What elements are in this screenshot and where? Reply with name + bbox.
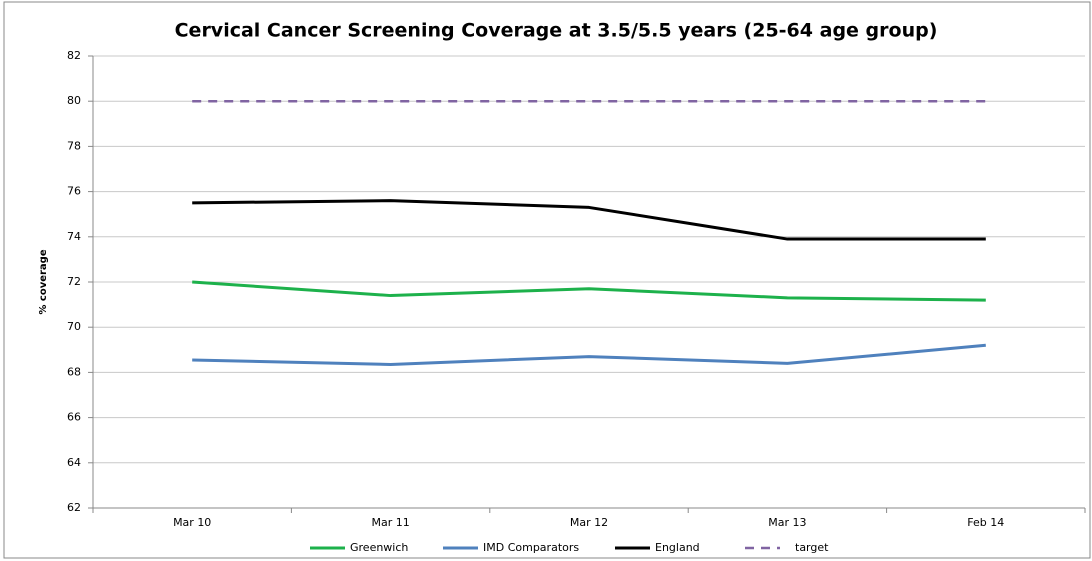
chart-title: Cervical Cancer Screening Coverage at 3.… bbox=[175, 20, 938, 42]
x-tick-label: Mar 13 bbox=[768, 516, 806, 529]
series-line bbox=[192, 199, 986, 241]
y-tick-label: 76 bbox=[67, 185, 81, 198]
y-tick-label: 68 bbox=[67, 365, 81, 378]
y-tick-label: 66 bbox=[67, 411, 81, 424]
series-line bbox=[192, 343, 986, 366]
x-tick-label: Mar 12 bbox=[570, 516, 608, 529]
y-tick-label: 78 bbox=[67, 139, 81, 152]
y-axis-label: % coverage bbox=[38, 249, 49, 314]
y-tick-label: 62 bbox=[67, 501, 81, 514]
chart-frame bbox=[3, 1, 1091, 559]
x-tick-label: Feb 14 bbox=[967, 516, 1004, 529]
y-tick-label: 64 bbox=[67, 456, 81, 469]
legend-label: Greenwich bbox=[350, 541, 408, 554]
y-tick-label: 82 bbox=[67, 49, 81, 62]
y-tick-label: 72 bbox=[67, 275, 81, 288]
y-tick-label: 80 bbox=[67, 94, 81, 107]
legend-label: target bbox=[795, 541, 829, 554]
y-tick-label: 74 bbox=[67, 230, 81, 243]
series-line bbox=[192, 280, 986, 302]
legend-label: England bbox=[655, 541, 700, 554]
x-tick-label: Mar 11 bbox=[371, 516, 409, 529]
y-tick-label: 70 bbox=[67, 320, 81, 333]
x-tick-label: Mar 10 bbox=[173, 516, 211, 529]
legend-label: IMD Comparators bbox=[483, 541, 579, 554]
